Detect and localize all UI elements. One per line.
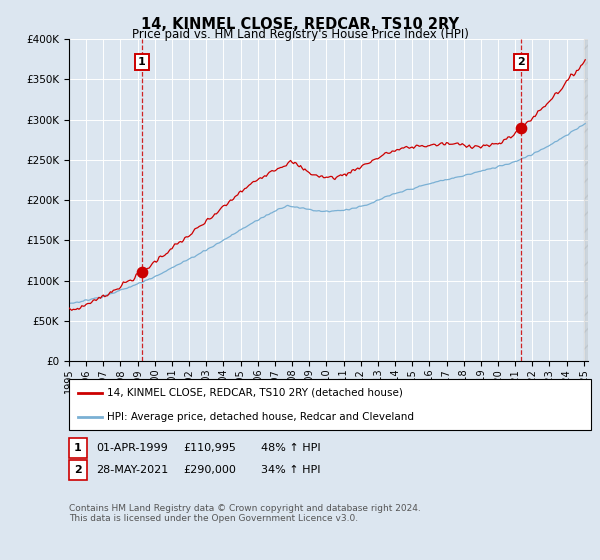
Text: Price paid vs. HM Land Registry's House Price Index (HPI): Price paid vs. HM Land Registry's House … [131, 28, 469, 41]
Text: 14, KINMEL CLOSE, REDCAR, TS10 2RY (detached house): 14, KINMEL CLOSE, REDCAR, TS10 2RY (deta… [107, 388, 403, 398]
Text: 48% ↑ HPI: 48% ↑ HPI [261, 443, 320, 453]
Text: 14, KINMEL CLOSE, REDCAR, TS10 2RY: 14, KINMEL CLOSE, REDCAR, TS10 2RY [141, 17, 459, 32]
Text: 2: 2 [517, 57, 524, 67]
Text: 2: 2 [74, 465, 82, 475]
Point [137, 267, 146, 276]
Text: Contains HM Land Registry data © Crown copyright and database right 2024.
This d: Contains HM Land Registry data © Crown c… [69, 504, 421, 524]
Text: HPI: Average price, detached house, Redcar and Cleveland: HPI: Average price, detached house, Redc… [107, 412, 414, 422]
Text: 28-MAY-2021: 28-MAY-2021 [96, 465, 168, 475]
Text: 1: 1 [138, 57, 146, 67]
Point [516, 123, 526, 132]
Text: 01-APR-1999: 01-APR-1999 [96, 443, 168, 453]
Text: £290,000: £290,000 [183, 465, 236, 475]
Bar [584, 39, 591, 361]
Text: £110,995: £110,995 [183, 443, 236, 453]
Text: 34% ↑ HPI: 34% ↑ HPI [261, 465, 320, 475]
Text: 1: 1 [74, 443, 82, 453]
